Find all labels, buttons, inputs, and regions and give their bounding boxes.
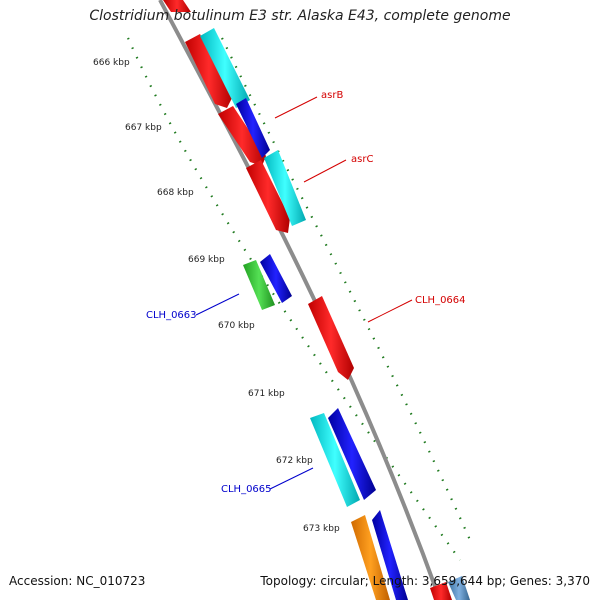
gene-arrow-red bbox=[163, 0, 191, 12]
inner-tick-track bbox=[221, 37, 472, 541]
gene-label-asrb: asrB bbox=[321, 90, 343, 101]
gene-arrow-red bbox=[185, 34, 233, 108]
kbp-label: 670 kbp bbox=[218, 321, 255, 331]
gene-arrow-orange bbox=[351, 515, 390, 600]
outer-tick-track bbox=[126, 37, 461, 561]
gene-arrow-blue bbox=[236, 98, 270, 158]
gene-arrow-cyan bbox=[310, 413, 360, 507]
kbp-label: 667 kbp bbox=[125, 123, 162, 133]
kbp-label: 671 kbp bbox=[248, 389, 285, 399]
kbp-label: 668 kbp bbox=[157, 188, 194, 198]
label-leader-line bbox=[269, 467, 314, 490]
topology-text: Topology: circular; Length: 3,659,644 bp… bbox=[260, 574, 590, 588]
gene-arrow-red bbox=[218, 106, 266, 166]
gene-arrow-blue bbox=[328, 408, 376, 500]
gene-arrow-cyan bbox=[264, 150, 306, 226]
gene-label-clh0664: CLH_0664 bbox=[415, 295, 466, 306]
label-leader-line bbox=[195, 293, 240, 316]
gene-label-clh0665: CLH_0665 bbox=[221, 484, 272, 495]
gene-arrow-cyan bbox=[200, 28, 250, 108]
accession-text: Accession: NC_010723 bbox=[9, 574, 146, 588]
kbp-label: 666 kbp bbox=[93, 58, 130, 68]
gene-arrow-blue bbox=[260, 254, 292, 303]
gene-arrow-blue bbox=[372, 510, 408, 600]
kbp-label: 669 kbp bbox=[188, 255, 225, 265]
gene-arrow-steelblue bbox=[448, 576, 470, 600]
label-leader-line bbox=[274, 96, 318, 119]
gene-arrow-green bbox=[243, 260, 275, 310]
gene-arrow-red bbox=[246, 160, 290, 233]
gene-arrow-red bbox=[430, 582, 452, 600]
map-title: Clostridium botulinum E3 str. Alaska E43… bbox=[89, 8, 511, 24]
gene-label-asrc: asrC bbox=[351, 154, 373, 165]
kbp-label: 673 kbp bbox=[303, 524, 340, 534]
gene-arrow-red bbox=[308, 296, 354, 380]
gene-label-clh0663: CLH_0663 bbox=[146, 310, 197, 321]
label-leader-line bbox=[303, 159, 347, 183]
kbp-label: 672 kbp bbox=[276, 456, 313, 466]
label-leader-line bbox=[367, 299, 413, 323]
genome-backbone bbox=[158, 0, 442, 600]
